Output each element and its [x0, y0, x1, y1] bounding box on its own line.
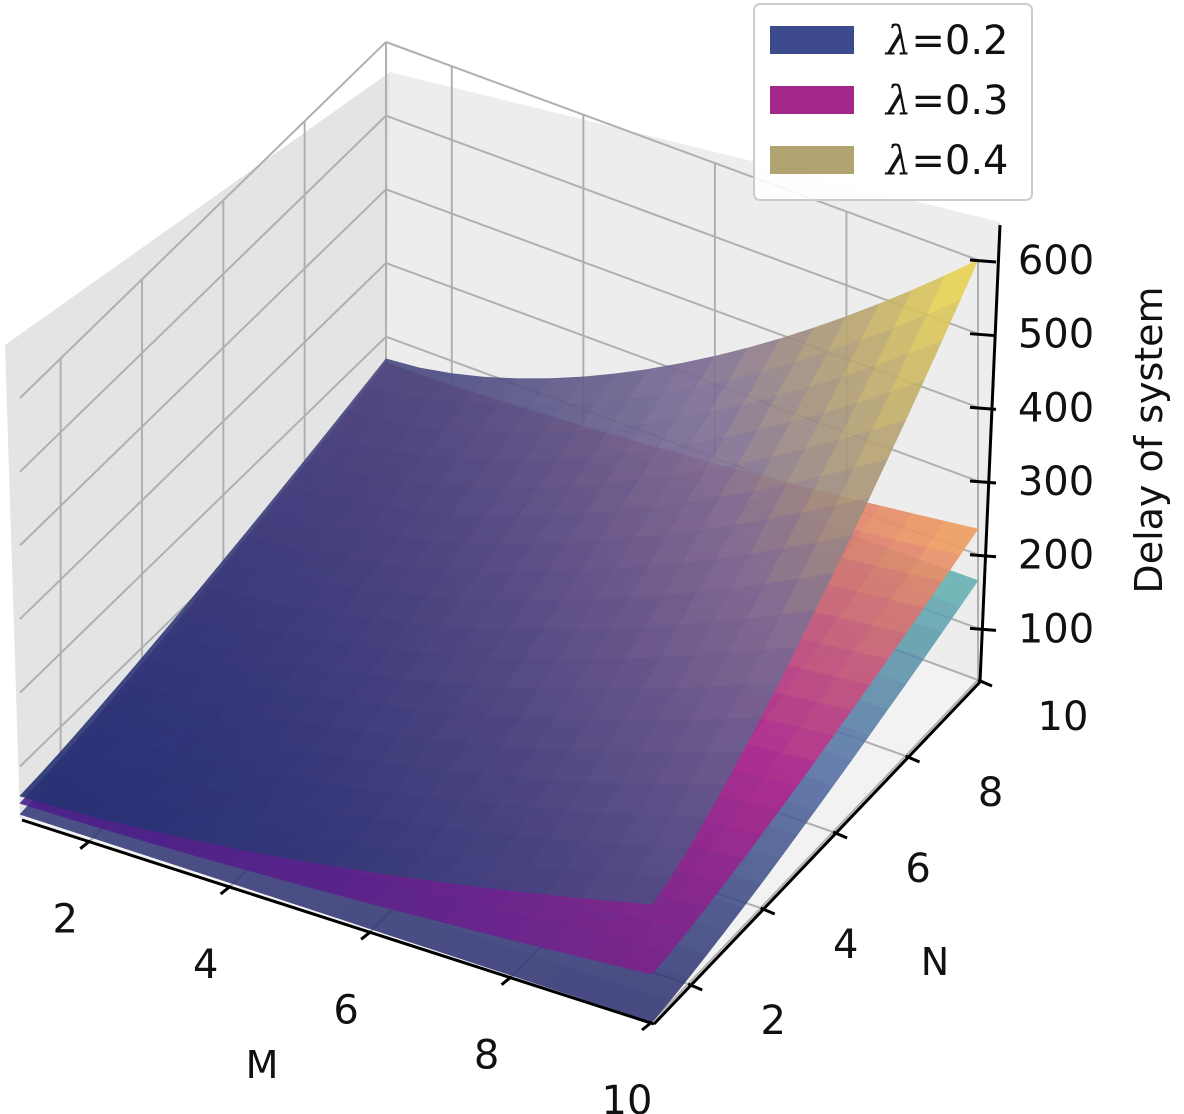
x-tick-label-3: 8 [474, 1033, 499, 1079]
z-tick-3 [969, 405, 997, 411]
surface-1-patch [616, 943, 671, 975]
z-tick-1 [969, 553, 997, 559]
z-tick-5 [969, 258, 997, 264]
y-axis-line [652, 680, 982, 1026]
legend-label-0: λ=0.2 [884, 18, 1009, 64]
y-tick-1 [760, 906, 776, 916]
z-tick-label-4: 500 [1018, 312, 1094, 358]
y-tick-label-3: 8 [978, 770, 1003, 816]
axes: 2 4 6 8 10 2 4 6 8 10 100 200 300 400 500 600 M N Del… [21, 224, 1171, 1114]
x-axis-label: M [246, 1043, 279, 1087]
x-tick-2 [360, 930, 373, 941]
y-tick-2 [832, 830, 848, 840]
z-tick-label-1: 200 [1018, 533, 1094, 579]
z-tick-4 [969, 332, 997, 338]
legend-value-1: =0.3 [911, 78, 1008, 124]
z-axis-ticks: 100 200 300 400 500 600 [969, 238, 1094, 652]
legend-symbol-1: λ [884, 78, 911, 124]
legend-symbol-0: λ [884, 18, 911, 64]
legend-symbol-2: λ [884, 138, 911, 184]
x-tick-label-2: 6 [333, 987, 358, 1033]
x-tick-0 [79, 839, 92, 850]
y-tick-label-4: 10 [1038, 694, 1089, 740]
legend: λ=0.2 λ=0.3 λ=0.4 [753, 3, 1033, 201]
back-grid-z-5 [385, 41, 979, 261]
z-tick-label-2: 300 [1018, 459, 1094, 505]
y-axis-ticks: 2 4 6 8 10 [687, 678, 1089, 1044]
left-wall-pane [5, 72, 390, 818]
x-tick-label-4: 10 [602, 1078, 653, 1114]
left-grid-z-1 [19, 336, 387, 694]
surface-2-patch [616, 875, 671, 905]
x-tick-1 [219, 884, 232, 896]
floor-grid-x-4 [651, 679, 979, 1023]
legend-value-2: =0.4 [911, 138, 1008, 184]
z-tick-label-5: 600 [1018, 238, 1094, 284]
z-tick-label-3: 400 [1018, 385, 1094, 431]
x-tick-label-1: 4 [193, 942, 218, 988]
left-grid-z-4 [19, 114, 387, 473]
left-grid-z-3 [19, 188, 387, 547]
legend-swatch-1 [770, 86, 854, 114]
x-axis-ticks: 2 4 6 8 10 [52, 839, 653, 1114]
legend-label-1: λ=0.3 [884, 78, 1009, 124]
legend-value-0: =0.2 [911, 18, 1008, 64]
y-tick-label-0: 2 [760, 998, 785, 1044]
x-axis-line [21, 818, 655, 1026]
z-tick-label-0: 100 [1018, 606, 1094, 652]
legend-swatch-0 [770, 26, 854, 54]
z-tick-2 [969, 479, 997, 485]
z-tick-0 [969, 626, 997, 632]
y-tick-4 [977, 678, 993, 688]
legend-swatch-2 [770, 146, 854, 174]
x-tick-3 [500, 975, 513, 986]
z-axis-line [978, 224, 1002, 683]
y-tick-label-1: 4 [833, 922, 858, 968]
surface-2 [19, 259, 979, 905]
y-tick-0 [687, 982, 703, 992]
y-tick-label-2: 6 [905, 846, 930, 892]
x-tick-label-0: 2 [52, 897, 77, 943]
surfaces [19, 259, 979, 1023]
left-grid-z-2 [19, 262, 387, 620]
y-tick-3 [904, 754, 921, 764]
back-grid-z-4 [385, 114, 979, 335]
z-axis-label: Delay of system [1127, 286, 1171, 593]
legend-label-2: λ=0.4 [884, 138, 1009, 184]
x-tick-4 [641, 1020, 653, 1032]
y-axis-label: N [921, 940, 949, 984]
left-grid-z-5 [19, 41, 387, 399]
